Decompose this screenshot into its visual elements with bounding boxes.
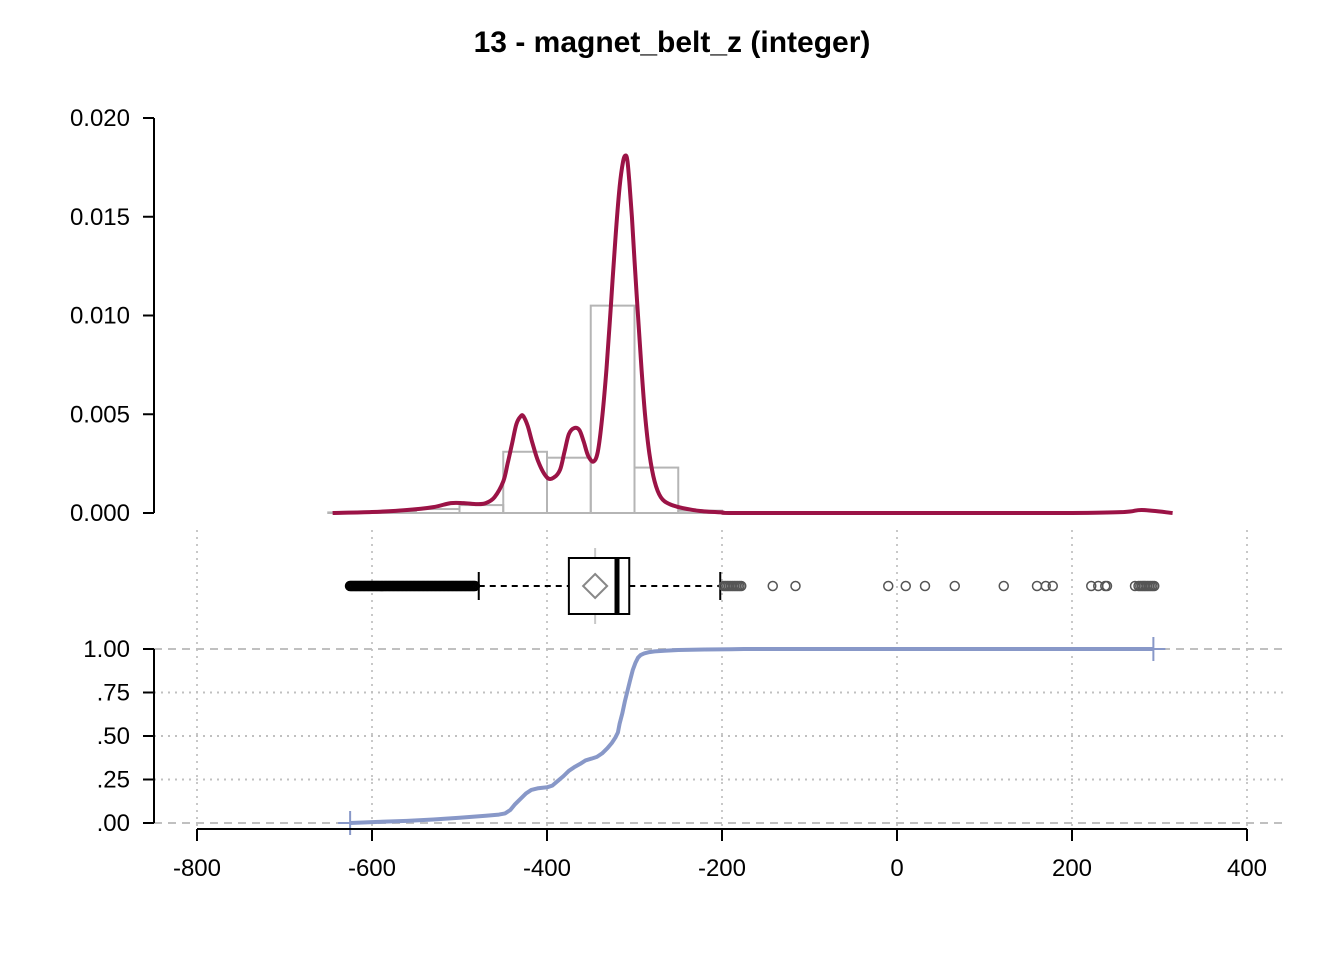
x-tick-label: 400: [1227, 855, 1267, 882]
histogram-bar: [546, 456, 592, 515]
boxplot-outlier-point: [469, 580, 481, 592]
ecdf-y-tick-label: .00: [97, 810, 130, 837]
boxplot-outlier-point: [1040, 580, 1051, 592]
chart-title: 13 - magnet_belt_z (integer): [474, 26, 871, 59]
density-curve-group: [332, 153, 1173, 516]
boxplot-outlier-point: [900, 580, 911, 592]
hist-y-tick-label: 0.000: [70, 500, 130, 527]
x-tick-label: 0: [890, 855, 903, 882]
ecdf-y-tick-label: .75: [97, 680, 130, 707]
x-tick-label: 200: [1052, 855, 1092, 882]
boxplot-outlier-point: [1031, 580, 1043, 592]
histogram-bar: [633, 466, 680, 515]
boxplot-outlier-point: [949, 580, 960, 592]
ecdf-curve-group: [338, 637, 1166, 835]
density-curve: [332, 153, 1173, 516]
boxplot-outlier-point: [736, 580, 747, 592]
boxplot-outlier-point: [767, 580, 778, 592]
histogram-bar: [589, 304, 636, 514]
hist-y-tick-label: 0.020: [70, 105, 130, 132]
axes: 0.000 0.005 0.010 0.015 0.020 .00 .25 .50 .75 1.0…: [70, 105, 1267, 882]
hist-y-tick-label: 0.015: [70, 204, 130, 231]
hist-y-tick-label: 0.010: [70, 303, 130, 330]
x-tick-label: -400: [523, 855, 571, 882]
ecdf-y-tick-label: .25: [97, 767, 130, 794]
boxplot-outlier-point: [790, 580, 801, 592]
boxplot-outlier-point: [1101, 580, 1113, 592]
boxplot: [344, 548, 1160, 624]
boxplot-mean-diamond: [581, 572, 609, 600]
histogram: [327, 304, 767, 515]
boxplot-outlier-point: [919, 580, 931, 592]
histogram-bar: [458, 504, 505, 515]
boxplot-outlier-point: [998, 580, 1009, 592]
boxplot-box: [567, 557, 631, 615]
x-tick-label: -200: [698, 855, 746, 882]
boxplot-outlier-point: [883, 580, 894, 592]
boxplot-outlier-point: [1086, 580, 1097, 592]
boxplot-outlier-point: [1047, 580, 1058, 592]
boxplot-outlier-point: [1149, 580, 1160, 592]
x-tick-label: -800: [173, 855, 221, 882]
ecdf-curve: [350, 647, 1154, 825]
ecdf-y-tick-label: .50: [97, 723, 130, 750]
hist-y-tick-label: 0.005: [70, 401, 130, 428]
ecdf-y-tick-label: 1.00: [83, 636, 130, 663]
x-tick-label: -600: [348, 855, 396, 882]
